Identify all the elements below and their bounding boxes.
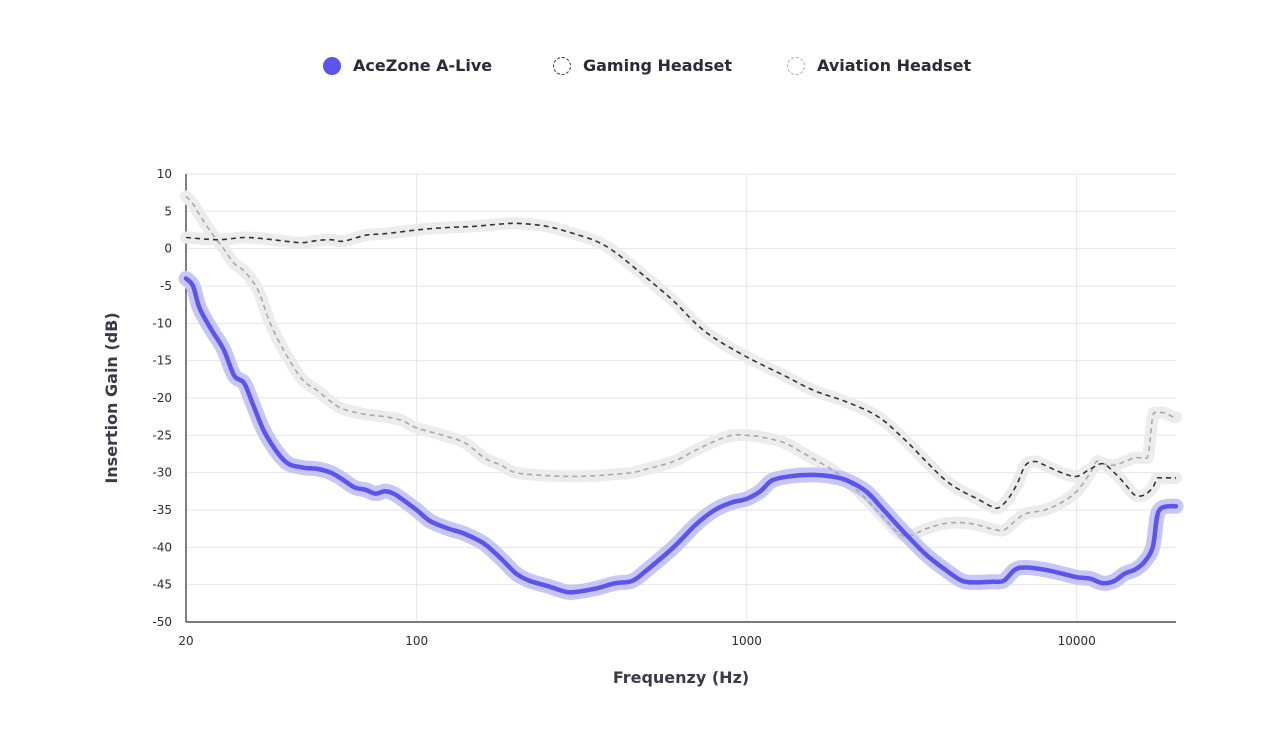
legend-item-gaming-headset[interactable]: Gaming Headset <box>553 56 732 75</box>
y-tick-label: 0 <box>164 242 172 256</box>
y-tick-label: -10 <box>152 316 172 330</box>
legend-label-aviation-headset: Aviation Headset <box>817 56 972 75</box>
y-axis-label: Insertion Gain (dB) <box>102 312 121 483</box>
y-tick-label: -20 <box>152 391 172 405</box>
x-tick-label: 20 <box>178 634 193 648</box>
legend: AceZone A-Live Gaming Headset Aviation H… <box>0 56 1280 82</box>
series-line-gaming-headset <box>185 222 1177 510</box>
legend-label-gaming-headset: Gaming Headset <box>583 56 733 75</box>
x-tick-label: 1000 <box>731 634 762 648</box>
y-tick-label: 5 <box>164 204 172 218</box>
y-tick-label: -15 <box>152 354 172 368</box>
legend-swatch-acezone <box>323 56 341 75</box>
y-tick-label: -40 <box>152 540 172 554</box>
x-axis-label: Frequenzy (Hz) <box>613 668 749 687</box>
tick-labels: 10 5 0 -5 -10 -15 -20 -25 -30 -35 -40 -45 -50 20 100 10… <box>152 167 1095 648</box>
x-tick-label: 10000 <box>1058 634 1096 648</box>
legend-item-acezone[interactable]: AceZone A-Live <box>323 56 492 75</box>
series-line-aviation-headset <box>185 195 1177 538</box>
series-halo-aviation-headset <box>180 190 1182 543</box>
y-tick-label: -30 <box>152 466 172 480</box>
series-lines <box>183 195 1179 595</box>
x-tick-label: 100 <box>405 634 428 648</box>
series-line-acezone <box>183 276 1179 595</box>
legend-item-aviation-headset[interactable]: Aviation Headset <box>787 56 971 75</box>
y-tick-label: 10 <box>157 167 172 181</box>
y-tick-label: -25 <box>152 428 172 442</box>
series-halo-gaming-headset <box>180 217 1182 515</box>
series-halos <box>178 190 1184 600</box>
y-tick-label: -35 <box>152 503 172 517</box>
legend-swatch-aviation-headset <box>787 56 805 75</box>
grid <box>185 173 1176 623</box>
legend-label-acezone: AceZone A-Live <box>353 56 493 75</box>
y-tick-label: -45 <box>152 578 172 592</box>
y-tick-label: -50 <box>152 615 172 629</box>
legend-swatch-gaming-headset <box>553 56 571 75</box>
y-tick-label: -5 <box>160 279 172 293</box>
